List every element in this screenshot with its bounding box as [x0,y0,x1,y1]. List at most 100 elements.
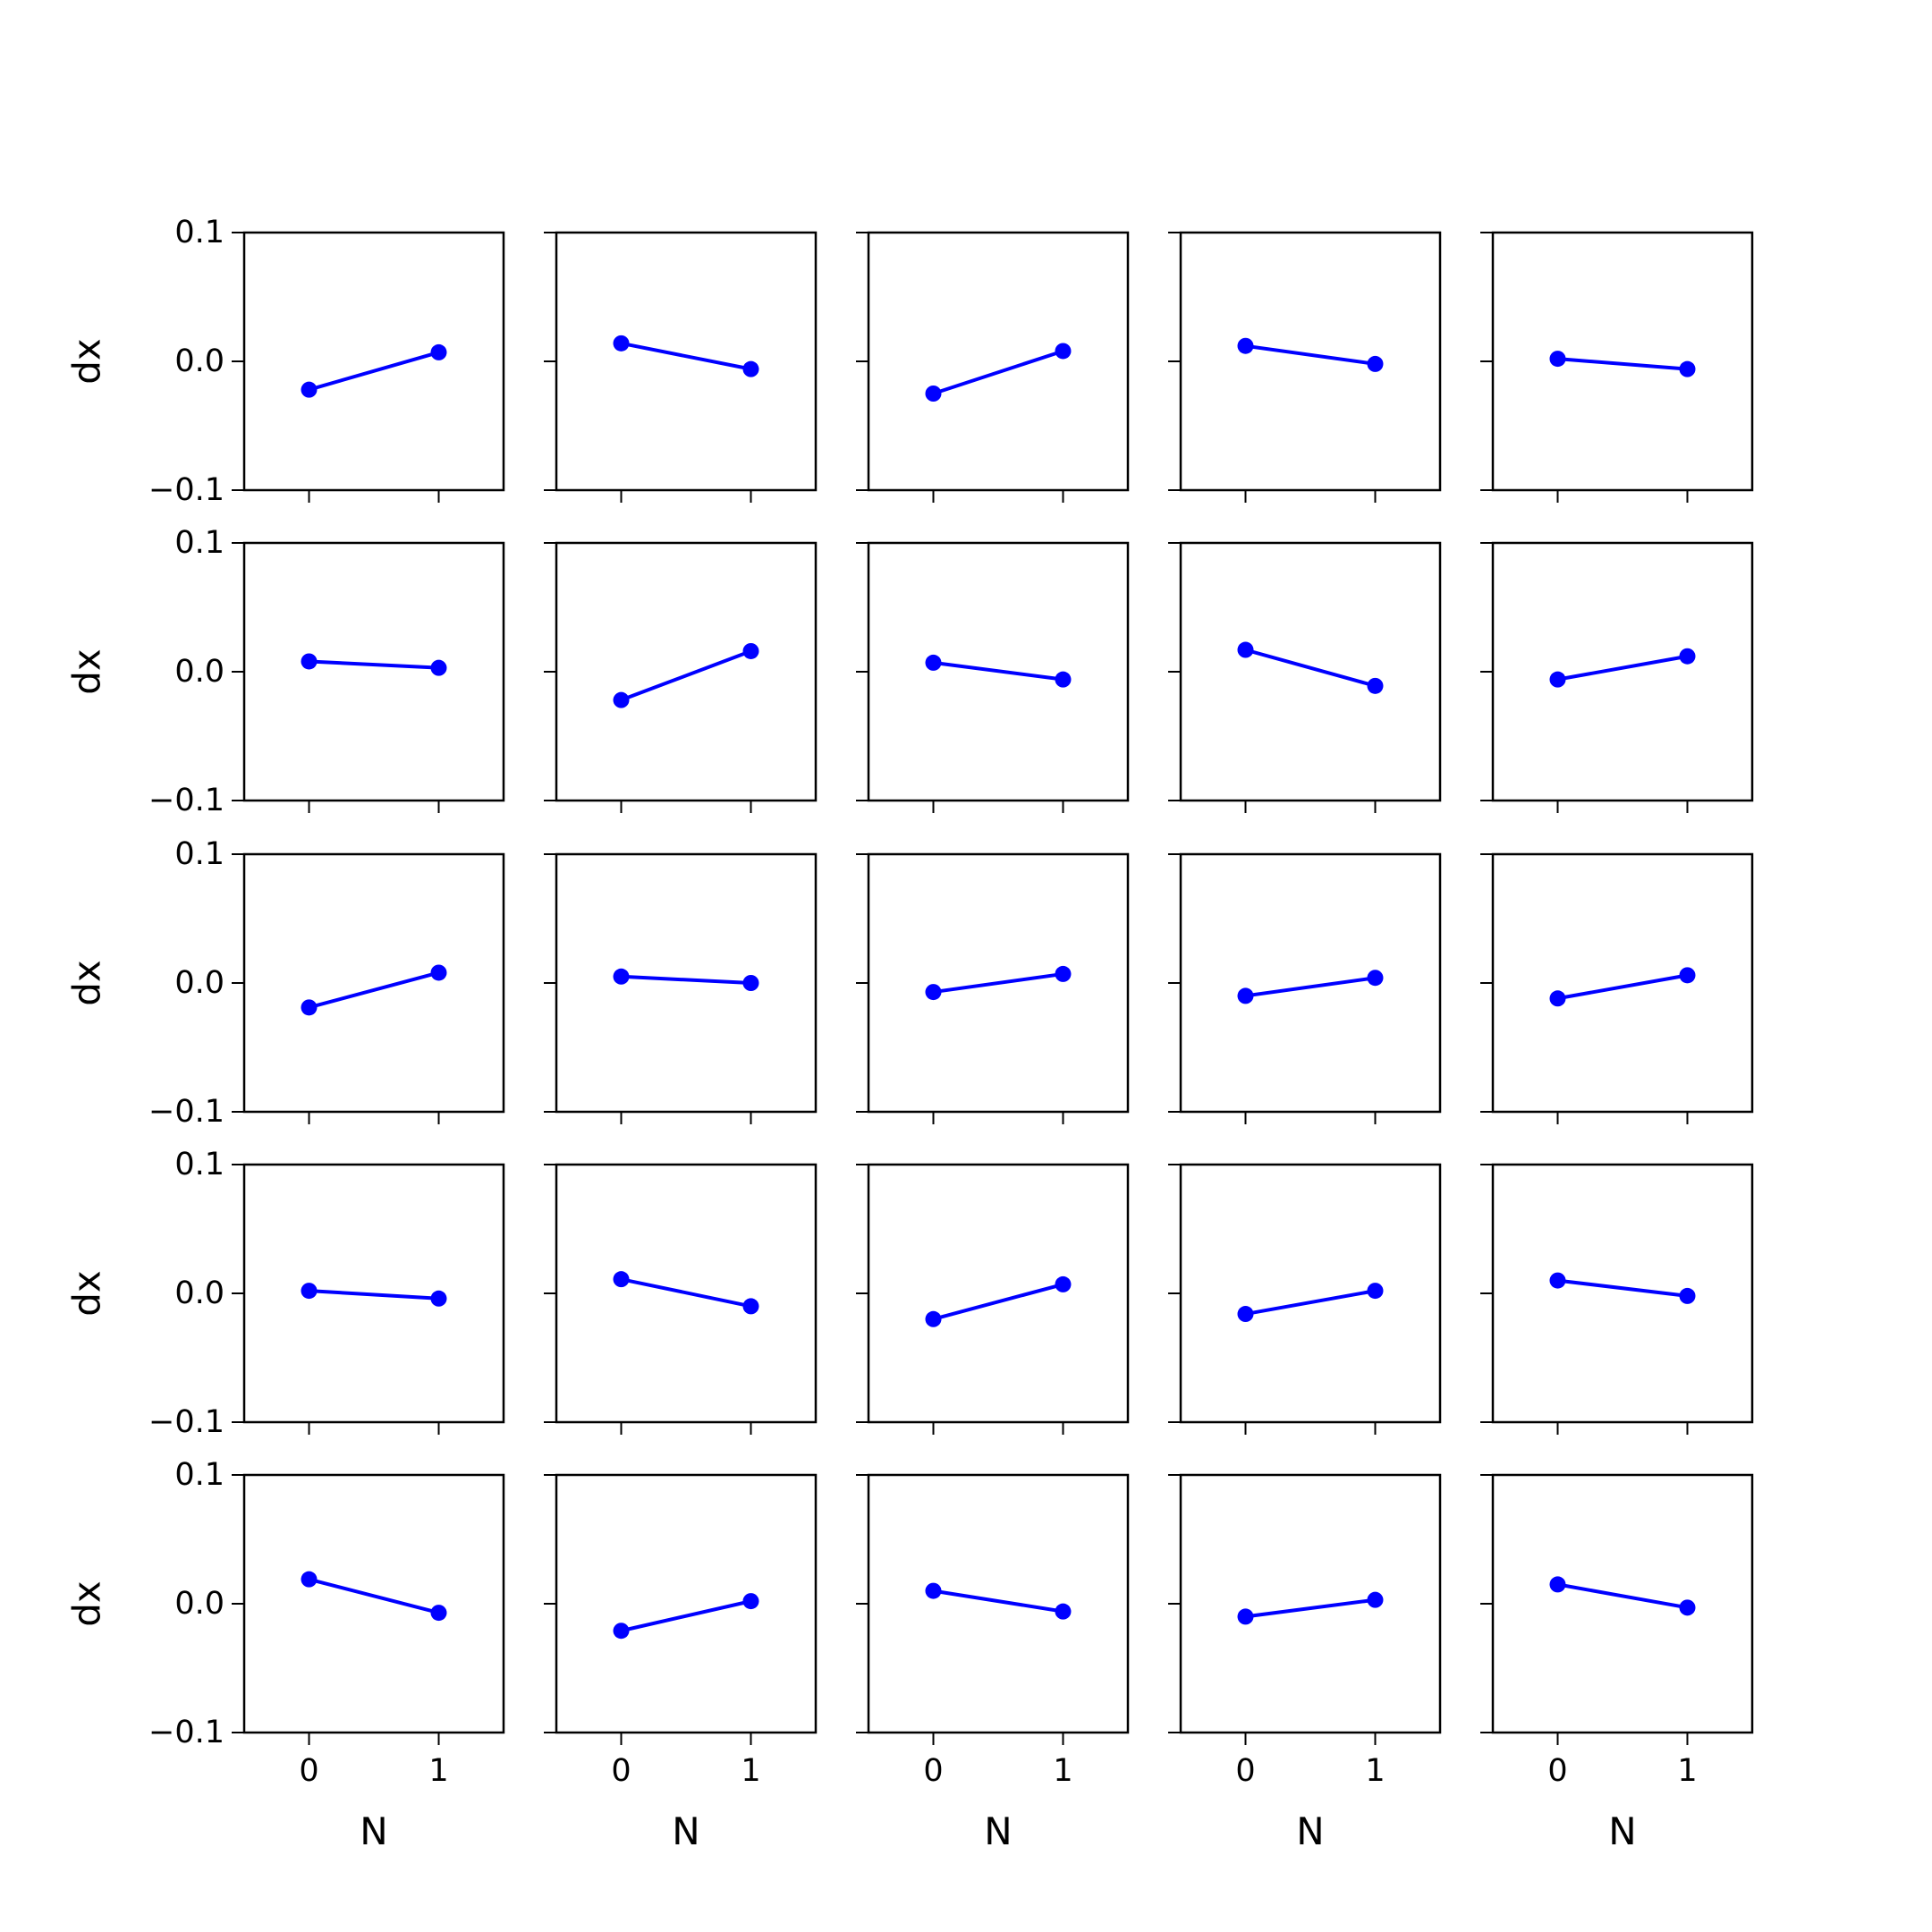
x-tick-label: 0 [299,1753,318,1789]
x-tick-label: 1 [1053,1753,1072,1789]
data-point [1549,351,1566,368]
axes-frame [1491,852,1754,1114]
data-point [1367,677,1384,694]
y-tick-label: −0.1 [148,1715,225,1750]
axes-frame [1179,1473,1442,1734]
data-point [301,1571,318,1588]
axes-frame [1179,541,1442,802]
x-tick-label: 1 [1677,1753,1697,1789]
x-tick-label: 0 [611,1753,631,1789]
data-point [1679,1599,1696,1616]
y-axis-label: dx [65,1270,109,1317]
axes-frame [867,1163,1130,1424]
series-line [933,660,1063,682]
subplot-1-2 [544,231,818,503]
x-axis-label: N [360,1809,387,1853]
data-point [742,642,759,659]
data-point [430,964,447,981]
series-line [308,1577,440,1615]
subplot-4-2 [544,1163,818,1435]
data-point [1679,1287,1696,1304]
data-point [613,335,630,352]
data-point [430,1290,447,1307]
axes-frame [555,541,818,802]
axes-frame [867,1473,1130,1734]
x-axis-label: N [984,1809,1012,1853]
subplot-4-1: 0.1 0.0 −0.1 dx [65,1147,505,1440]
data-point [1055,671,1072,688]
subplot-4-5 [1480,1163,1754,1435]
subplot-5-4: 0 1 N [1168,1473,1442,1853]
data-point [301,653,318,670]
data-point [613,1623,630,1640]
subplot-5-5: 0 1 N [1480,1473,1754,1853]
subplot-3-5 [1480,852,1754,1124]
subplot-4-4 [1168,1163,1442,1435]
data-point [1367,970,1384,987]
series-line [1557,1278,1688,1298]
subplot-4-3 [856,1163,1130,1435]
y-tick-label: −0.1 [148,783,225,818]
x-tick-label: 0 [923,1753,943,1789]
data-point [1055,343,1072,360]
subplot-5-1: 0.1 0.0 −0.1 0 1 dx N [65,1457,505,1853]
data-point [430,1605,447,1622]
subplot-3-3 [856,852,1130,1124]
series-line [308,970,440,1010]
axes-frame [242,852,505,1114]
x-axis-label: N [672,1809,699,1853]
data-point [742,360,759,377]
y-axis-label: dx [65,960,109,1006]
y-axis-label: dx [65,1580,109,1627]
subplot-2-3 [856,541,1130,813]
series-line [621,341,751,371]
series-line [933,971,1063,995]
data-point [1237,1306,1254,1323]
y-axis-label: dx [65,338,109,385]
subplot-5-3: 0 1 N [856,1473,1130,1853]
data-point [1237,641,1254,658]
subplot-1-5 [1480,231,1754,503]
data-point [925,1582,942,1599]
data-point [925,1310,942,1327]
subplot-2-2 [544,541,818,813]
subplot-2-1: 0.1 0.0 −0.1 dx [65,525,505,818]
data-point [613,1271,630,1288]
y-axis-label: dx [65,648,109,695]
subplot-3-1: 0.1 0.0 −0.1 dx [65,836,505,1130]
axes-frame [242,1163,505,1424]
y-tick-label: 0.0 [174,1586,225,1622]
axes-frame [555,852,818,1114]
data-point [1367,1591,1384,1608]
series-line [1244,648,1377,688]
data-point [1237,987,1254,1004]
y-tick-label: −0.1 [148,1094,225,1130]
axes-frame [867,231,1130,492]
axes-frame [867,541,1130,802]
y-tick-label: 0.1 [174,1147,225,1182]
y-tick-label: 0.0 [174,654,225,690]
series-line [1557,973,1688,1001]
subplot-2-4 [1168,541,1442,813]
series-line [1245,1597,1376,1619]
y-tick-label: 0.0 [174,965,225,1001]
subplot-1-3 [856,231,1130,503]
series-line [932,1282,1064,1321]
data-point [742,1593,759,1610]
data-point [301,1283,318,1300]
subplot-3-2 [544,852,818,1124]
data-point [301,999,318,1016]
series-line [1557,357,1688,371]
subplot-3-4 [1168,852,1442,1124]
data-point [925,984,942,1001]
data-point [1679,648,1696,665]
y-tick-label: 0.1 [174,215,225,250]
data-point [1549,990,1566,1007]
x-axis-label: N [1296,1809,1324,1853]
axes-frame [242,231,505,492]
y-tick-label: 0.1 [174,1457,225,1493]
series-line [621,974,751,985]
data-point [925,654,942,671]
data-point [301,381,318,398]
